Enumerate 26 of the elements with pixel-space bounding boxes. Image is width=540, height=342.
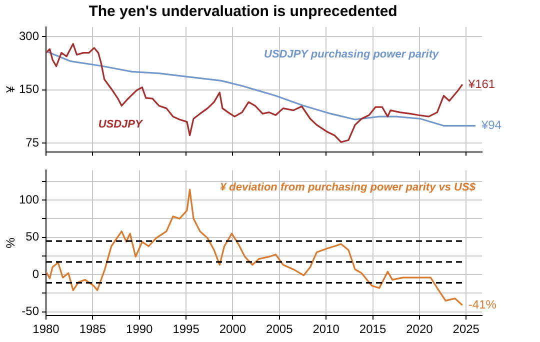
x-tick-label: 1985 [79,322,106,336]
x-tick-label: 2000 [219,322,246,336]
x-tick-label: 1980 [32,322,60,336]
y-tick-label: 300 [18,28,40,43]
x-tick-label: 2005 [266,322,294,336]
chart-title: The yen's undervaluation is unprecedented [88,3,398,20]
y-tick-label: 150 [18,82,40,96]
data-label: ¥161 [467,76,496,91]
x-tick-label: 2015 [359,322,386,336]
x-tick-label: 2020 [406,322,434,336]
x-tick-label: 2025 [452,322,480,336]
text: ¥ deviation from purchasing power parity vs US$ [220,182,476,194]
y-tick-label: 100 [18,192,40,206]
series-label: USDJPY [98,118,144,130]
y-axis-title: ¥ [4,86,18,94]
y-tick-label: 75 [26,135,40,150]
x-tick-label: 1995 [172,322,200,336]
x-tick-label: 2010 [312,322,340,336]
text: USDJPY purchasing power parity [264,48,440,60]
data-label: ¥94 [480,118,502,132]
x-tick-label: 1990 [126,322,154,336]
y-tick-label: 50 [26,230,40,244]
data-label: -41% [468,297,497,312]
y-tick-label: 0 [32,266,40,281]
y-tick-label: -50 [22,304,40,318]
y-axis-title: % [4,237,18,248]
